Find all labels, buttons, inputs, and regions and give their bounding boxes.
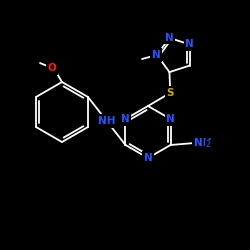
- Text: N: N: [185, 40, 194, 50]
- Text: NH: NH: [98, 116, 116, 126]
- Text: O: O: [48, 63, 56, 73]
- Text: N: N: [166, 114, 175, 124]
- Text: N: N: [152, 50, 160, 60]
- Text: N: N: [121, 114, 130, 124]
- Text: S: S: [166, 88, 174, 98]
- Text: N: N: [165, 33, 174, 43]
- Text: N: N: [144, 153, 152, 163]
- Text: NH: NH: [194, 138, 211, 148]
- Text: 2: 2: [206, 140, 210, 149]
